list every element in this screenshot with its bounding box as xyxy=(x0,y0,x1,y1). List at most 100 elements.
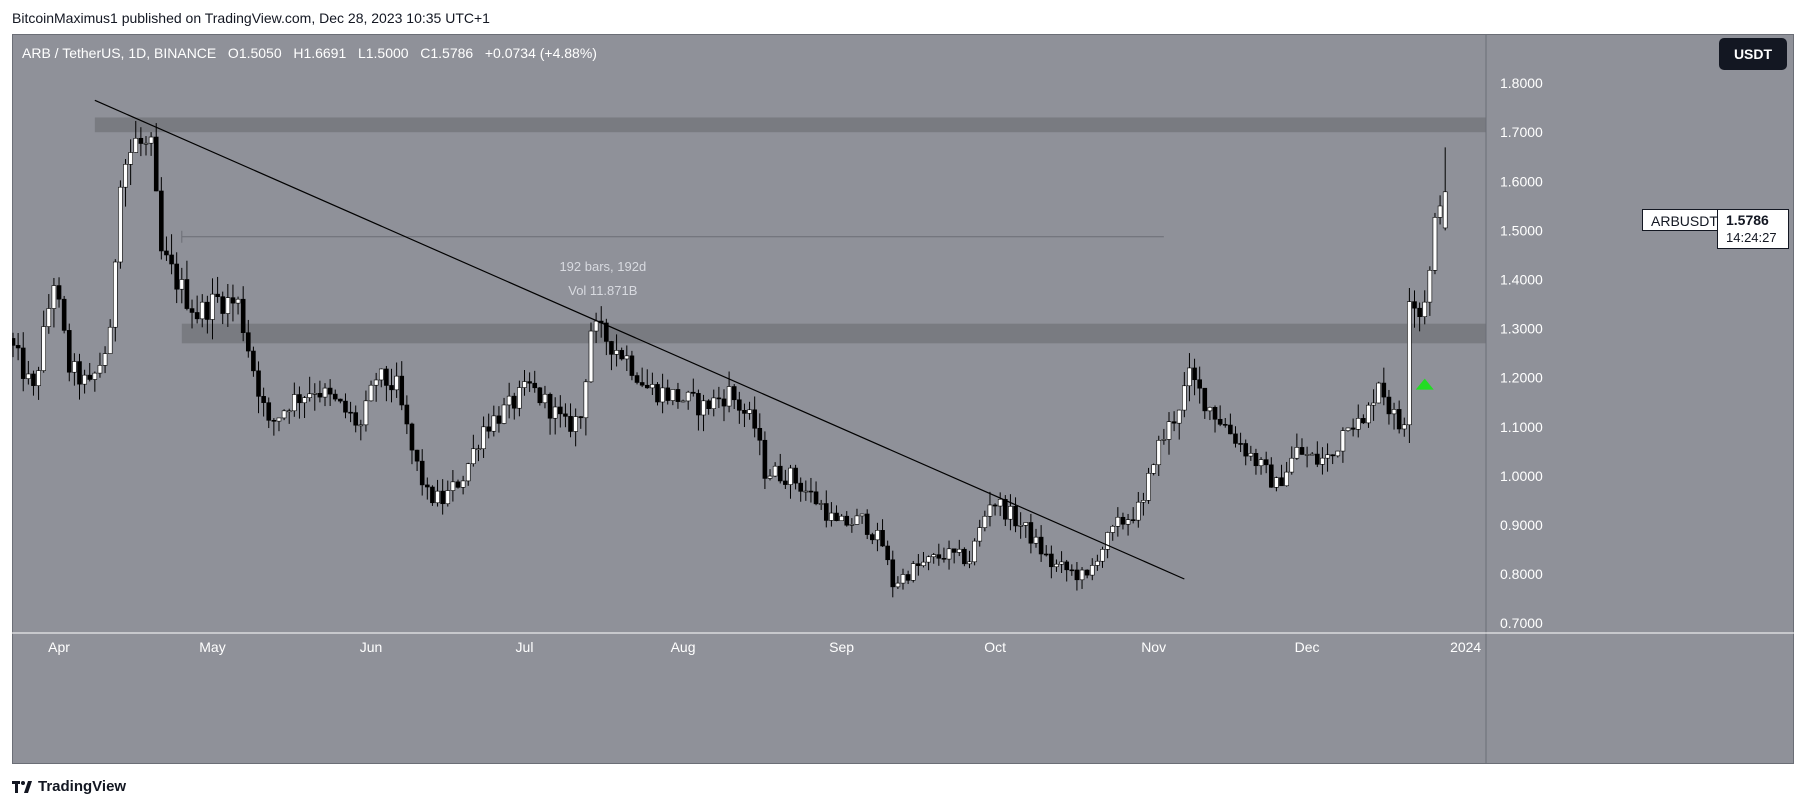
candle xyxy=(1141,500,1146,503)
time-tick-label: Jul xyxy=(516,639,534,655)
candle xyxy=(997,498,1003,507)
candle xyxy=(777,465,783,482)
candle xyxy=(164,250,169,256)
candle xyxy=(972,540,977,563)
candle xyxy=(506,395,512,406)
candle xyxy=(1294,447,1300,459)
candle xyxy=(189,308,195,313)
candle xyxy=(870,534,875,541)
candle xyxy=(1361,418,1366,424)
candle xyxy=(634,375,640,383)
candle xyxy=(517,387,522,409)
candle xyxy=(199,301,205,320)
candle xyxy=(261,396,266,403)
candle xyxy=(363,400,369,426)
footer-brand[interactable]: TradingView xyxy=(12,778,126,795)
candle xyxy=(803,490,809,493)
candle xyxy=(747,409,752,414)
candle xyxy=(568,416,573,432)
candle xyxy=(399,375,405,406)
candle xyxy=(752,409,757,429)
candle xyxy=(527,381,532,384)
candle xyxy=(813,491,819,505)
candle xyxy=(425,484,430,488)
candle xyxy=(1095,560,1100,566)
candle xyxy=(1253,453,1259,467)
candle xyxy=(1274,477,1279,488)
candle xyxy=(148,136,154,144)
legend-close-key: C xyxy=(420,45,431,61)
time-tick-label: Apr xyxy=(48,639,70,655)
candle xyxy=(307,393,312,398)
candle xyxy=(588,330,594,383)
price-tick-label: 0.8000 xyxy=(1500,566,1543,582)
candle xyxy=(266,402,272,421)
candle xyxy=(471,448,476,465)
candle xyxy=(235,298,241,304)
candle xyxy=(1386,396,1392,415)
candle xyxy=(113,261,118,328)
candle xyxy=(880,530,885,547)
candle xyxy=(644,384,650,389)
candle xyxy=(839,515,844,522)
candle xyxy=(389,385,394,391)
candle xyxy=(297,394,302,404)
candle xyxy=(946,548,952,560)
candle xyxy=(558,406,563,415)
candle xyxy=(486,426,491,432)
candle xyxy=(624,355,630,360)
candle xyxy=(992,504,998,507)
candle xyxy=(1222,424,1228,426)
price-tick-label: 0.7000 xyxy=(1500,615,1543,631)
ohlc-legend: ARB / TetherUS, 1D, BINANCE O1.5050 H1.6… xyxy=(22,45,597,61)
drawings-layer: 192 bars, 192d Vol 11.871B xyxy=(94,99,1434,580)
candle xyxy=(419,460,425,486)
candle xyxy=(1069,569,1075,572)
candle xyxy=(123,164,128,188)
currency-button[interactable]: USDT xyxy=(1719,38,1787,70)
candle xyxy=(1033,536,1039,544)
candle xyxy=(348,411,353,414)
candle xyxy=(1309,453,1315,456)
candle xyxy=(772,465,778,477)
candle xyxy=(680,400,686,403)
candle xyxy=(353,412,359,426)
candle xyxy=(1396,409,1402,430)
candle xyxy=(1115,516,1121,527)
candle xyxy=(675,389,681,402)
candle xyxy=(1350,427,1356,430)
candle xyxy=(1217,418,1223,425)
candle xyxy=(1161,439,1167,441)
candle xyxy=(430,486,435,504)
candle xyxy=(286,410,292,413)
candle xyxy=(532,382,538,389)
candle xyxy=(977,527,983,542)
candle xyxy=(56,285,62,300)
candle xyxy=(1325,454,1330,459)
candle xyxy=(726,386,732,407)
candle xyxy=(798,482,804,492)
candle xyxy=(1003,498,1008,520)
candle xyxy=(138,137,144,144)
candle xyxy=(716,397,722,400)
candle xyxy=(1330,454,1335,457)
candle xyxy=(1263,459,1269,466)
candle xyxy=(1238,443,1243,445)
descending-trendline xyxy=(94,99,1185,580)
resistance-zone-1 xyxy=(94,117,1487,133)
chart-pane[interactable] xyxy=(12,34,1794,764)
candle xyxy=(1043,553,1049,556)
candle xyxy=(690,391,696,394)
candle xyxy=(1401,424,1407,430)
candle xyxy=(573,416,578,432)
candle xyxy=(1151,464,1156,474)
candle xyxy=(281,410,287,419)
candle xyxy=(256,370,261,397)
candle xyxy=(1064,561,1069,571)
candle xyxy=(1049,553,1054,568)
measure-bars-label: 192 bars, 192d xyxy=(559,259,646,274)
candle xyxy=(215,293,220,297)
candle xyxy=(665,387,671,401)
candle xyxy=(1125,519,1131,525)
